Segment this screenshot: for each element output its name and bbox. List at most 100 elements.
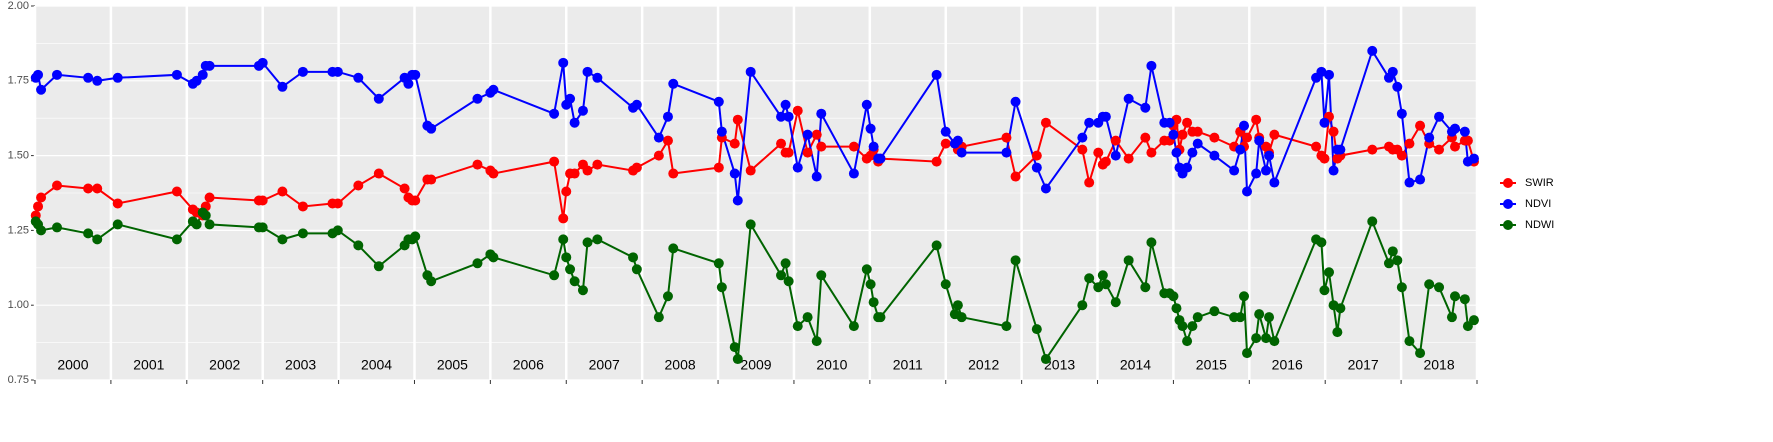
data-point <box>171 186 182 197</box>
year-label: 2010 <box>816 357 847 373</box>
data-point <box>745 219 756 230</box>
data-point <box>668 243 679 254</box>
data-point <box>1242 132 1253 143</box>
year-label: 2015 <box>1196 357 1227 373</box>
y-tick-label: 0.75 <box>8 374 29 386</box>
year-label: 2007 <box>589 357 620 373</box>
data-point <box>592 159 603 170</box>
data-point <box>1084 177 1095 188</box>
data-point <box>1261 165 1272 176</box>
data-point <box>783 147 794 158</box>
year-label: 2012 <box>968 357 999 373</box>
y-tick-label: 1.25 <box>8 224 29 236</box>
data-point <box>257 222 268 233</box>
data-point <box>204 60 215 71</box>
data-point <box>1077 144 1088 155</box>
data-point <box>1001 132 1012 143</box>
data-point <box>1404 138 1415 149</box>
data-point <box>1449 141 1460 152</box>
data-point <box>1040 183 1051 194</box>
data-point <box>1387 246 1398 257</box>
data-point <box>956 147 967 158</box>
data-point <box>373 261 384 272</box>
data-point <box>1182 162 1193 173</box>
data-point <box>112 198 123 209</box>
data-point <box>204 219 215 230</box>
data-point <box>1093 147 1104 158</box>
data-point <box>1171 147 1182 158</box>
data-point <box>668 168 679 179</box>
data-point <box>875 312 886 323</box>
data-point <box>868 141 879 152</box>
data-point <box>565 264 576 275</box>
data-point <box>1123 153 1134 164</box>
data-point <box>472 258 483 269</box>
legend-label: NDVI <box>1525 198 1551 210</box>
data-point <box>1146 60 1157 71</box>
data-point <box>1235 144 1246 155</box>
year-label: 2014 <box>1120 357 1151 373</box>
data-point <box>1010 255 1021 266</box>
data-point <box>1324 69 1335 80</box>
data-point <box>373 168 384 179</box>
data-point <box>1459 126 1470 137</box>
data-point <box>783 276 794 287</box>
data-point <box>297 228 308 239</box>
data-point <box>1040 354 1051 365</box>
data-point <box>569 117 580 128</box>
data-point <box>1001 147 1012 158</box>
data-point <box>1209 150 1220 161</box>
data-point <box>1415 348 1426 359</box>
data-point <box>780 258 791 269</box>
data-point <box>1168 129 1179 140</box>
data-point <box>1424 279 1435 290</box>
data-point <box>816 141 827 152</box>
data-point <box>1031 324 1042 335</box>
data-point <box>745 165 756 176</box>
legend-label: SWIR <box>1525 177 1554 189</box>
data-point <box>1100 156 1111 167</box>
data-point <box>1311 141 1322 152</box>
year-label: 2006 <box>513 357 544 373</box>
data-point <box>732 195 743 206</box>
data-point <box>1468 153 1479 164</box>
data-point <box>1251 333 1262 344</box>
data-point <box>1251 114 1262 125</box>
data-point <box>171 69 182 80</box>
data-point <box>1404 177 1415 188</box>
data-point <box>332 198 343 209</box>
year-label: 2001 <box>133 357 164 373</box>
data-point <box>332 66 343 77</box>
year-label: 2008 <box>665 357 696 373</box>
data-point <box>792 105 803 116</box>
data-point <box>1010 96 1021 107</box>
data-point <box>792 321 803 332</box>
data-point <box>1110 135 1121 146</box>
data-point <box>783 111 794 122</box>
data-point <box>931 156 942 167</box>
data-point <box>1040 117 1051 128</box>
data-point <box>729 138 740 149</box>
data-point <box>1462 135 1473 146</box>
data-point <box>1449 123 1460 134</box>
data-point <box>1319 117 1330 128</box>
data-point <box>33 69 44 80</box>
data-point <box>558 234 569 245</box>
data-point <box>1261 333 1272 344</box>
data-point <box>848 168 859 179</box>
data-point <box>1177 129 1188 140</box>
data-point <box>1424 132 1435 143</box>
data-point <box>776 270 787 281</box>
data-point <box>716 282 727 293</box>
data-point <box>1242 186 1253 197</box>
data-point <box>1396 282 1407 293</box>
data-point <box>1192 126 1203 137</box>
data-point <box>1084 273 1095 284</box>
data-point <box>353 240 364 251</box>
year-label: 2004 <box>361 357 392 373</box>
data-point <box>1434 111 1445 122</box>
data-point <box>277 81 288 92</box>
data-point <box>780 99 791 110</box>
data-point <box>1031 150 1042 161</box>
